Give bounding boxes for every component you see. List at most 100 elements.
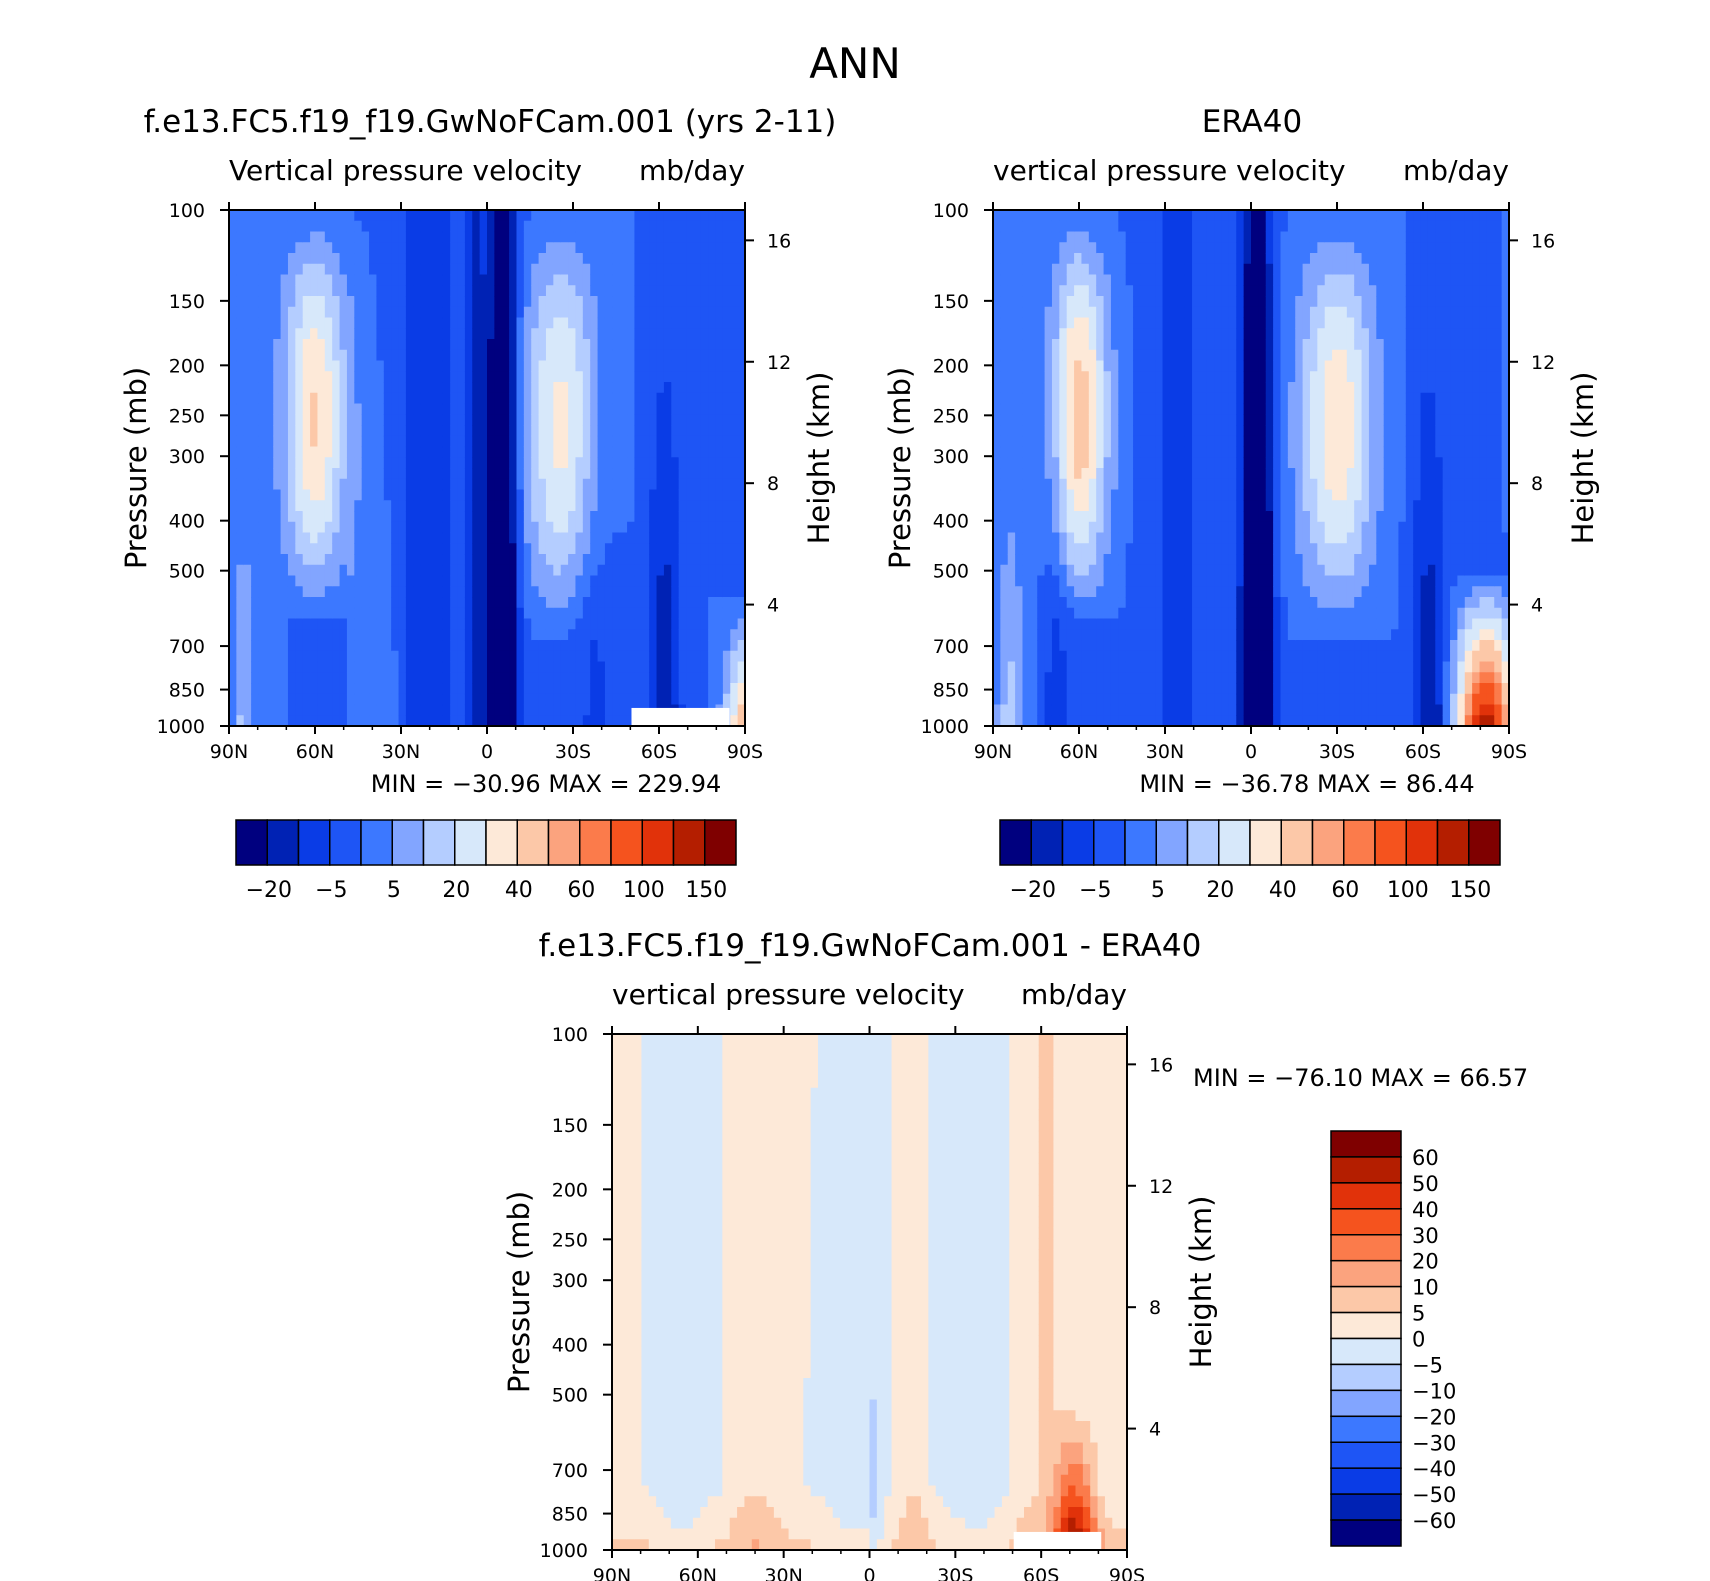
contour-cell <box>383 607 392 620</box>
contour-cell <box>1192 597 1200 609</box>
contour-cell <box>428 586 436 598</box>
contour-cell <box>354 564 363 577</box>
contour-cell <box>1051 242 1060 254</box>
contour-cell <box>1081 704 1090 716</box>
contour-cell <box>383 231 392 243</box>
colorbar-label: 150 <box>685 878 727 903</box>
figure-title: ANN <box>809 39 901 88</box>
contour-cell <box>700 468 709 480</box>
contour-cell <box>251 231 260 243</box>
contour-cell <box>339 554 348 566</box>
contour-cell <box>428 521 436 534</box>
contour-cell <box>487 564 495 577</box>
contour-cell <box>597 704 606 716</box>
contour-cell <box>993 575 1001 587</box>
contour-cell <box>1037 263 1046 276</box>
contour-cell <box>568 210 577 222</box>
contour-cell <box>604 511 613 523</box>
contour-cell <box>1110 478 1119 491</box>
contour-cell <box>354 285 363 297</box>
contour-cell <box>339 521 348 534</box>
contour-cell <box>715 554 724 566</box>
contour-cell <box>568 586 577 598</box>
contour-cell <box>627 457 636 469</box>
contour-cell <box>376 500 385 512</box>
contour-cell <box>693 446 702 458</box>
contour-cell <box>428 296 436 308</box>
contour-cell <box>310 672 319 684</box>
contour-cell <box>1162 306 1171 319</box>
contour-cell <box>568 618 577 630</box>
contour-cell <box>553 693 562 706</box>
contour-cell <box>634 392 643 405</box>
contour-cell <box>1140 371 1149 383</box>
contour-cell <box>487 661 495 673</box>
contour-cell <box>671 382 680 394</box>
contour-cell <box>1125 693 1134 706</box>
contour-cell <box>553 683 562 695</box>
contour-cell <box>1022 693 1031 706</box>
contour-cell <box>545 371 554 383</box>
contour-cell <box>1140 231 1149 243</box>
contour-cell <box>295 629 304 641</box>
contour-cell <box>287 210 296 222</box>
contour-cell <box>339 425 348 437</box>
contour-cell <box>376 360 385 372</box>
contour-cell <box>575 349 584 362</box>
contour-cell <box>1147 274 1156 286</box>
contour-cell <box>1007 575 1016 587</box>
contour-cell <box>722 521 731 534</box>
contour-cell <box>1221 274 1230 286</box>
contour-cell <box>730 253 739 265</box>
contour-cell <box>1074 339 1083 351</box>
contour-cell <box>1206 564 1215 577</box>
contour-cell <box>287 693 296 706</box>
contour-cell <box>1081 672 1090 684</box>
contour-cell <box>1103 597 1112 609</box>
contour-cell <box>649 500 658 512</box>
contour-cell <box>715 285 724 297</box>
contour-cell <box>243 704 252 716</box>
contour-cell <box>428 478 436 491</box>
contour-cell <box>568 489 577 501</box>
contour-cell <box>708 607 717 620</box>
contour-cell <box>545 285 554 297</box>
contour-cell <box>383 640 392 652</box>
contour-cell <box>428 446 436 458</box>
contour-cell <box>656 317 665 329</box>
contour-cell <box>545 489 554 501</box>
contour-cell <box>236 349 245 362</box>
contour-cell <box>346 414 355 426</box>
contour-cell <box>1125 478 1134 491</box>
contour-cell <box>1074 382 1083 394</box>
contour-cell <box>310 339 319 351</box>
contour-cell <box>1206 296 1215 308</box>
contour-cell <box>1133 349 1142 362</box>
contour-cell <box>700 532 709 544</box>
contour-cell <box>604 349 613 362</box>
contour-cell <box>1074 640 1083 652</box>
contour-cell <box>560 693 569 706</box>
contour-cell <box>612 285 621 297</box>
contour-cell <box>391 446 400 458</box>
contour-cell <box>317 425 326 437</box>
contour-cell <box>339 532 348 544</box>
contour-cell <box>590 586 599 598</box>
contour-cell <box>369 586 378 598</box>
contour-cell <box>457 532 466 544</box>
contour-cell <box>1029 371 1038 383</box>
contour-cell <box>1103 253 1112 265</box>
contour-cell <box>405 618 414 630</box>
contour-cell <box>243 371 252 383</box>
contour-cell <box>229 382 237 394</box>
contour-cell <box>560 607 569 620</box>
contour-cell <box>1177 618 1186 630</box>
contour-cell <box>391 629 400 641</box>
contour-cell <box>1155 414 1164 426</box>
contour-cell <box>1074 575 1083 587</box>
contour-cell <box>722 693 731 706</box>
contour-cell <box>545 220 554 233</box>
contour-cell <box>619 274 628 286</box>
contour-cell <box>1088 715 1097 727</box>
contour-cell <box>472 457 481 469</box>
